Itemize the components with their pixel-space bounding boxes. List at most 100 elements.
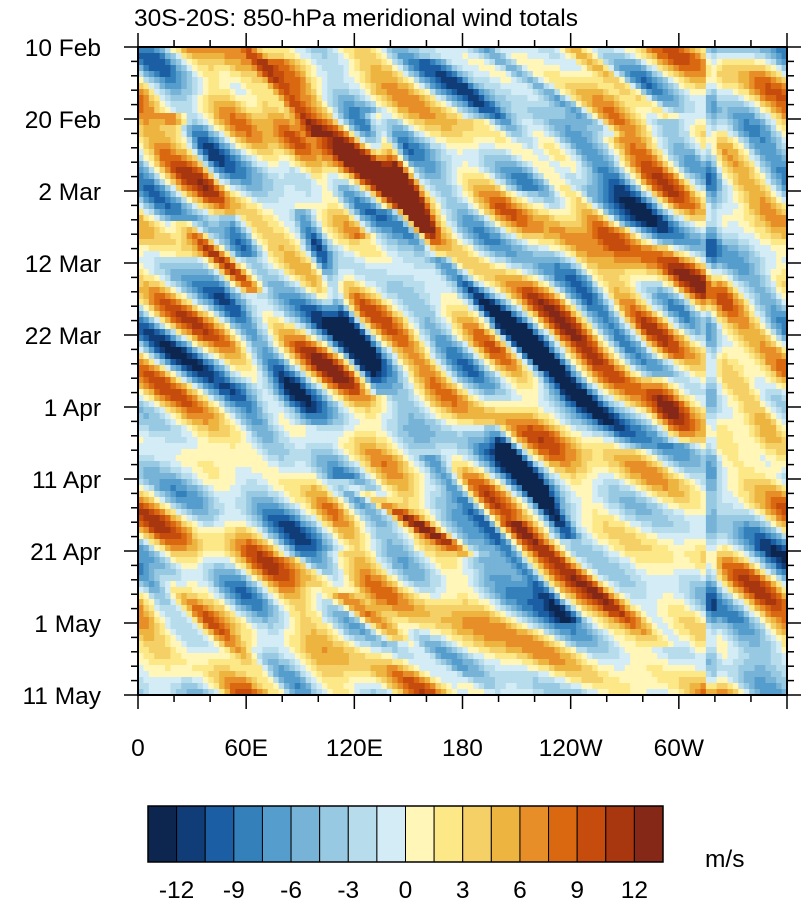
heatmap-cell	[403, 83, 410, 90]
heatmap-cell	[440, 263, 447, 270]
heatmap-cell	[148, 173, 155, 180]
heatmap-cell	[359, 59, 366, 66]
heatmap-cell	[419, 59, 426, 66]
heatmap-cell	[657, 209, 664, 216]
heatmap-cell	[462, 101, 469, 108]
heatmap-cell	[586, 185, 593, 192]
heatmap-cell	[505, 245, 512, 252]
heatmap-cell	[613, 191, 620, 198]
heatmap-cell	[170, 257, 177, 264]
heatmap-cell	[229, 95, 236, 102]
heatmap-cell	[219, 179, 226, 186]
heatmap-cell	[646, 125, 653, 132]
heatmap-cell	[224, 257, 231, 264]
heatmap-cell	[684, 221, 691, 228]
heatmap-cell	[175, 89, 182, 96]
heatmap-cell	[327, 59, 334, 66]
heatmap-cell	[397, 125, 404, 132]
heatmap-cell	[532, 197, 539, 204]
heatmap-cell	[462, 83, 469, 90]
heatmap-cell	[754, 251, 761, 258]
heatmap-cell	[630, 83, 637, 90]
heatmap-cell	[505, 197, 512, 204]
heatmap-cell	[673, 239, 680, 246]
heatmap-cell	[246, 245, 253, 252]
heatmap-cell	[630, 257, 637, 264]
heatmap-cell	[219, 101, 226, 108]
heatmap-cell	[727, 71, 734, 78]
heatmap-cell	[549, 227, 556, 234]
heatmap-cell	[473, 161, 480, 168]
heatmap-cell	[148, 209, 155, 216]
heatmap-cell	[262, 185, 269, 192]
heatmap-cell	[597, 203, 604, 210]
heatmap-cell	[732, 107, 739, 114]
heatmap-cell	[446, 143, 453, 150]
heatmap-cell	[462, 113, 469, 120]
heatmap-cell	[343, 53, 350, 60]
heatmap-cell	[192, 251, 199, 258]
heatmap-cell	[348, 119, 355, 126]
heatmap-cell	[689, 287, 696, 294]
heatmap-cell	[640, 203, 647, 210]
heatmap-cell	[651, 257, 658, 264]
heatmap-cell	[640, 53, 647, 60]
heatmap-cell	[559, 245, 566, 252]
heatmap-cell	[208, 173, 215, 180]
heatmap-cell	[559, 287, 566, 294]
heatmap-cell	[613, 89, 620, 96]
heatmap-cell	[624, 257, 631, 264]
heatmap-cell	[457, 143, 464, 150]
heatmap-cell	[668, 257, 675, 264]
heatmap-cell	[538, 119, 545, 126]
heatmap-cell	[321, 197, 328, 204]
heatmap-cell	[473, 131, 480, 138]
heatmap-cell	[278, 197, 285, 204]
heatmap-cell	[154, 251, 161, 258]
heatmap-cell	[505, 269, 512, 276]
heatmap-cell	[635, 149, 642, 156]
heatmap-cell	[446, 167, 453, 174]
heatmap-cell	[624, 269, 631, 276]
heatmap-cell	[229, 245, 236, 252]
heatmap-cell	[386, 287, 393, 294]
heatmap-cell	[521, 83, 528, 90]
heatmap-cell	[408, 77, 415, 84]
heatmap-cell	[338, 149, 345, 156]
heatmap-cell	[538, 131, 545, 138]
heatmap-cell	[138, 197, 145, 204]
heatmap-cell	[375, 221, 382, 228]
heatmap-cell	[603, 275, 610, 282]
heatmap-cell	[300, 209, 307, 216]
heatmap-cell	[478, 137, 485, 144]
heatmap-cell	[732, 215, 739, 222]
heatmap-cell	[440, 89, 447, 96]
heatmap-cell	[754, 245, 761, 252]
heatmap-cell	[219, 293, 226, 300]
heatmap-cell	[668, 167, 675, 174]
heatmap-cell	[440, 113, 447, 120]
heatmap-cell	[294, 269, 301, 276]
heatmap-cell	[705, 137, 712, 144]
heatmap-cell	[738, 137, 745, 144]
heatmap-cell	[711, 221, 718, 228]
heatmap-cell	[365, 281, 372, 288]
heatmap-cell	[624, 167, 631, 174]
heatmap-cell	[554, 221, 561, 228]
heatmap-cell	[646, 83, 653, 90]
heatmap-cell	[613, 47, 620, 54]
heatmap-cell	[154, 71, 161, 78]
heatmap-cell	[662, 209, 669, 216]
heatmap-cell	[538, 95, 545, 102]
heatmap-cell	[500, 83, 507, 90]
heatmap-cell	[565, 161, 572, 168]
heatmap-cell	[565, 95, 572, 102]
heatmap-cell	[489, 185, 496, 192]
heatmap-cell	[262, 89, 269, 96]
heatmap-cell	[154, 101, 161, 108]
heatmap-cell	[781, 263, 787, 270]
heatmap-cell	[770, 173, 777, 180]
heatmap-cell	[521, 275, 528, 282]
heatmap-cell	[457, 293, 464, 300]
heatmap-cell	[375, 53, 382, 60]
